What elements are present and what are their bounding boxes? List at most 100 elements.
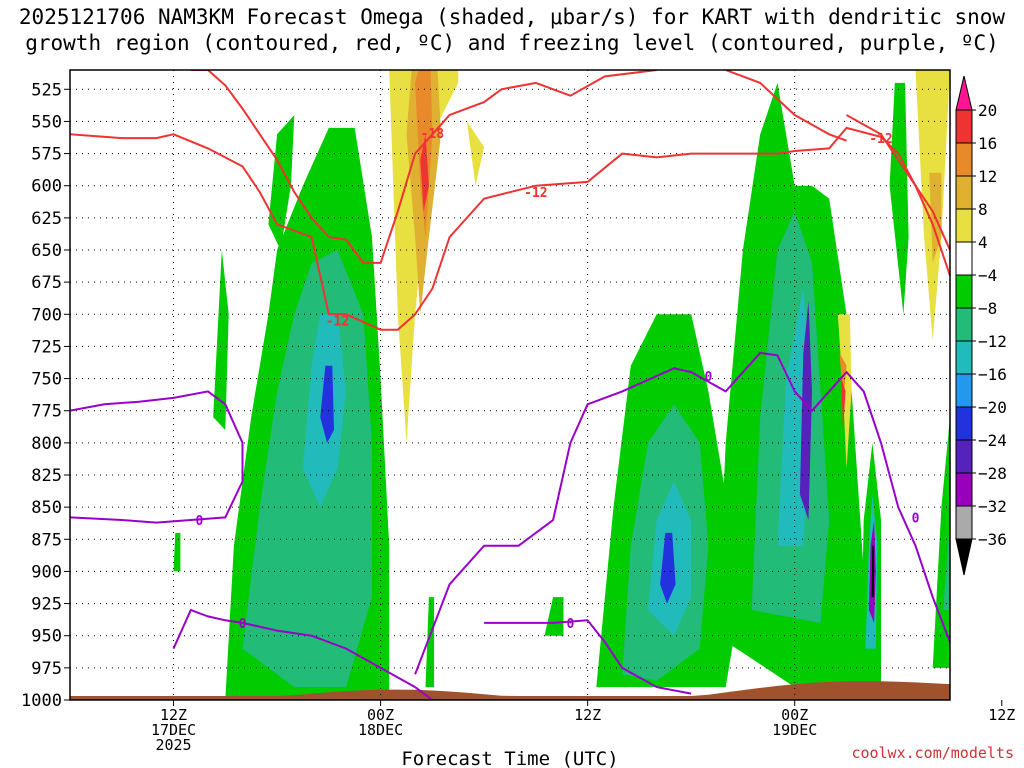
colorbar-label-6: −8 [978, 299, 997, 318]
colorbar-label-3: 8 [978, 200, 988, 219]
y-tick-label-875: 875 [31, 530, 62, 550]
x-tick-label-1-0: 00Z [367, 706, 394, 724]
contour-line-4 [70, 390, 244, 524]
omega-region-31 [839, 352, 847, 405]
omega-region-21 [889, 82, 909, 315]
omega-shading [173, 70, 950, 700]
x-axis-label: Forecast Time (UTC) [401, 748, 618, 768]
colorbar-swatch-3 [955, 175, 973, 210]
colorbar-swatch-10 [955, 406, 973, 441]
title-line-1: 2025121706 NAM3KM Forecast Omega (shaded… [18, 5, 1006, 29]
contour-line-5 [172, 608, 433, 700]
omega-region-3 [320, 365, 334, 443]
x-tick-label-0-2: 2025 [155, 736, 191, 754]
omega-region-27 [420, 134, 429, 212]
omega-region-5 [213, 250, 229, 430]
omega-region-4 [268, 115, 295, 250]
omega-region-16 [799, 301, 812, 520]
colorbar-label-7: −12 [978, 332, 1007, 351]
y-tick-label-825: 825 [31, 466, 62, 486]
colorbar-label-8: −16 [978, 365, 1007, 384]
credit-text: coolwx.com/modelts [851, 744, 1014, 762]
plot-frame [69, 69, 951, 701]
omega-region-33 [466, 121, 485, 186]
colorbar-label-1: 16 [978, 134, 997, 153]
colorbar-label-9: −20 [978, 398, 1007, 417]
contour-line-3 [846, 114, 950, 251]
y-tick-label-975: 975 [31, 659, 62, 679]
chart-title: 2025121706 NAM3KM Forecast Omega (shaded… [0, 4, 1024, 56]
colorbar-swatch-9 [955, 373, 973, 408]
contour-labels: -18 -12 -12 -12 0 0 0 0 0 [195, 127, 919, 632]
contour-line-0 [70, 126, 950, 331]
y-tick-label-575: 575 [31, 145, 62, 165]
colorbar-label-2: 12 [978, 167, 997, 186]
colorbar-swatch-1 [955, 109, 973, 144]
contour-line-2 [725, 70, 847, 142]
omega-region-32 [841, 378, 846, 430]
y-tick-label-600: 600 [31, 177, 62, 197]
colorbar-swatch-4 [955, 208, 973, 243]
contour-label-1: -12 [524, 186, 547, 201]
y-axis: 525 550 575 600 625 650 675 700 725 750 775 800 825 8… [21, 80, 70, 711]
colorbar-label-5: −4 [978, 266, 997, 285]
y-tick-label-675: 675 [31, 273, 62, 293]
colorbar: 20 16 12 8 4 −4 −8 −12 −16 −20 −24 −28 −32 −36 [955, 75, 1007, 576]
omega-region-8 [544, 597, 564, 636]
omega-region-6 [173, 532, 181, 572]
x-tick-label-1-1: 18DEC [358, 721, 403, 739]
x-tick-label-0-1: 17DEC [151, 721, 196, 739]
y-tick-label-850: 850 [31, 498, 62, 518]
terrain-surface [70, 681, 950, 700]
x-tick-label-2-0: 12Z [574, 706, 601, 724]
y-tick-label-775: 775 [31, 402, 62, 422]
colorbar-swatch-5 [955, 241, 973, 276]
contour-line-7 [484, 619, 692, 695]
omega-region-13 [660, 532, 676, 604]
omega-region-7 [425, 597, 435, 688]
contour-label-7: 0 [705, 370, 713, 385]
contour-label-3: -12 [869, 132, 892, 147]
contour-label-8: 0 [912, 511, 920, 526]
contour-lines [70, 70, 950, 700]
colorbar-swatch-11 [955, 439, 973, 474]
colorbar-cap-top [955, 75, 973, 111]
y-tick-label-900: 900 [31, 562, 62, 582]
title-line-2: growth region (contoured, red, ºC) and f… [25, 31, 999, 55]
x-tick-label-3-0: 00Z [781, 706, 808, 724]
contour-line-6 [414, 351, 950, 675]
colorbar-label-4: 4 [978, 233, 988, 252]
x-tick-label-0-0: 12Z [160, 706, 187, 724]
colorbar-label-13: −36 [978, 530, 1007, 549]
y-tick-label-550: 550 [31, 112, 62, 132]
colorbar-swatch-8 [955, 340, 973, 375]
colorbar-label-0: 20 [978, 101, 997, 120]
colorbar-cap-bottom [955, 538, 973, 576]
y-tick-label-625: 625 [31, 209, 62, 229]
contour-label-6: 0 [566, 617, 574, 632]
colorbar-swatch-13 [955, 505, 973, 540]
y-tick-label-950: 950 [31, 627, 62, 647]
colorbar-swatch-6 [955, 274, 973, 309]
y-tick-label-725: 725 [31, 337, 62, 357]
colorbar-label-10: −24 [978, 431, 1007, 450]
y-tick-label-925: 925 [31, 595, 62, 615]
colorbar-swatch-7 [955, 307, 973, 342]
colorbar-swatch-2 [955, 142, 973, 177]
contour-line-1 [190, 70, 657, 264]
y-tick-label-800: 800 [31, 434, 62, 454]
omega-region-20 [871, 545, 875, 598]
omega-region-24 [389, 70, 459, 443]
colorbar-label-12: −32 [978, 497, 1007, 516]
contour-label-2: -12 [326, 315, 349, 330]
y-tick-label-1000: 1000 [21, 691, 62, 711]
y-tick-label-525: 525 [31, 80, 62, 100]
contour-label-0: -18 [421, 127, 445, 142]
y-tick-label-700: 700 [31, 305, 62, 325]
x-tick-label-4-0: 12Z [988, 706, 1015, 724]
colorbar-label-11: −28 [978, 464, 1007, 483]
y-tick-label-750: 750 [31, 370, 62, 390]
contour-label-4: 0 [195, 514, 203, 529]
